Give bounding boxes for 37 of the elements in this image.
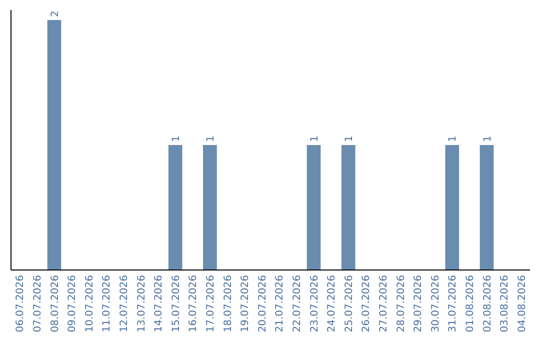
- x-tick-label: 20.07.2026: [257, 275, 268, 332]
- x-tick-label: 02.08.2026: [482, 275, 494, 332]
- x-tick-label: 10.07.2026: [84, 275, 96, 332]
- data-label: 1: [482, 136, 494, 142]
- x-tick-label: 01.08.2026: [464, 275, 476, 332]
- x-tick-label: 18.07.2026: [222, 275, 234, 332]
- x-tick-label: 16.07.2026: [188, 275, 200, 332]
- data-label: 1: [344, 136, 355, 142]
- x-tick-label: 03.08.2026: [500, 275, 511, 332]
- x-tick-label: 24.07.2026: [326, 275, 338, 332]
- data-label: 2: [50, 10, 61, 17]
- x-tick-label: 04.08.2026: [516, 275, 528, 332]
- data-label: 1: [309, 136, 320, 142]
- x-tick-label: 28.07.2026: [396, 275, 407, 332]
- x-tick-label: 06.07.2026: [15, 275, 26, 332]
- x-tick-label: 30.07.2026: [430, 275, 442, 332]
- x-tick-label: 29.07.2026: [413, 275, 424, 332]
- x-tick-label: 15.07.2026: [170, 275, 182, 332]
- x-tick-label: 25.07.2026: [344, 275, 355, 332]
- x-tick-label: 17.07.2026: [205, 275, 216, 332]
- x-tick-label: 08.07.2026: [50, 275, 61, 332]
- x-tick-label: 13.07.2026: [136, 275, 148, 332]
- x-tick-label: 12.07.2026: [118, 275, 130, 332]
- x-tick-label: 27.07.2026: [378, 275, 390, 332]
- x-tick-label: 31.07.2026: [448, 275, 459, 332]
- data-label: 1: [170, 136, 182, 142]
- x-tick-label: 11.07.2026: [102, 275, 113, 332]
- x-tick-label: 23.07.2026: [309, 275, 320, 332]
- x-tick-label: 19.07.2026: [240, 275, 252, 332]
- x-tick-label: 14.07.2026: [154, 275, 165, 332]
- x-tick-label: 21.07.2026: [274, 275, 286, 332]
- x-tick-label: 09.07.2026: [67, 275, 78, 332]
- data-label: 1: [448, 136, 459, 142]
- x-tick-label: 07.07.2026: [32, 275, 44, 332]
- data-label: 1: [205, 136, 216, 142]
- x-tick-label: 22.07.2026: [292, 275, 303, 332]
- x-tick-label: 26.07.2026: [361, 275, 372, 332]
